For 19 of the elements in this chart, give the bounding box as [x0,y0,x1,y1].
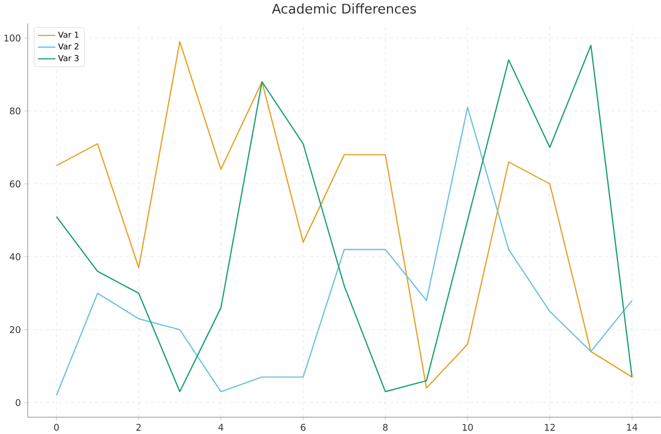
x-tick-label: 12 [544,424,555,431]
y-tick-label: 40 [10,253,20,260]
x-tick-label: 6 [300,424,306,431]
line-series [56,106,633,396]
y-tick-label: 20 [10,326,20,334]
y-tick-label: 100 [4,34,20,42]
x-tick-label: 0 [54,424,59,431]
y-tick-label: 0 [16,398,20,406]
legend-label: Var 3 [58,54,79,62]
x-tick-label: 8 [383,424,388,431]
legend-label: Var 1 [58,32,78,38]
x-tick-label: 4 [218,424,224,430]
x-tick-label: 2 [136,424,141,431]
x-tick-label: 14 [627,424,638,430]
chart-title: Academic Differences [272,3,416,14]
y-tick-label: 60 [10,180,20,188]
y-tick-label: 80 [10,107,20,114]
legend-label: Var 2 [58,43,78,50]
x-tick-label: 10 [462,424,473,431]
